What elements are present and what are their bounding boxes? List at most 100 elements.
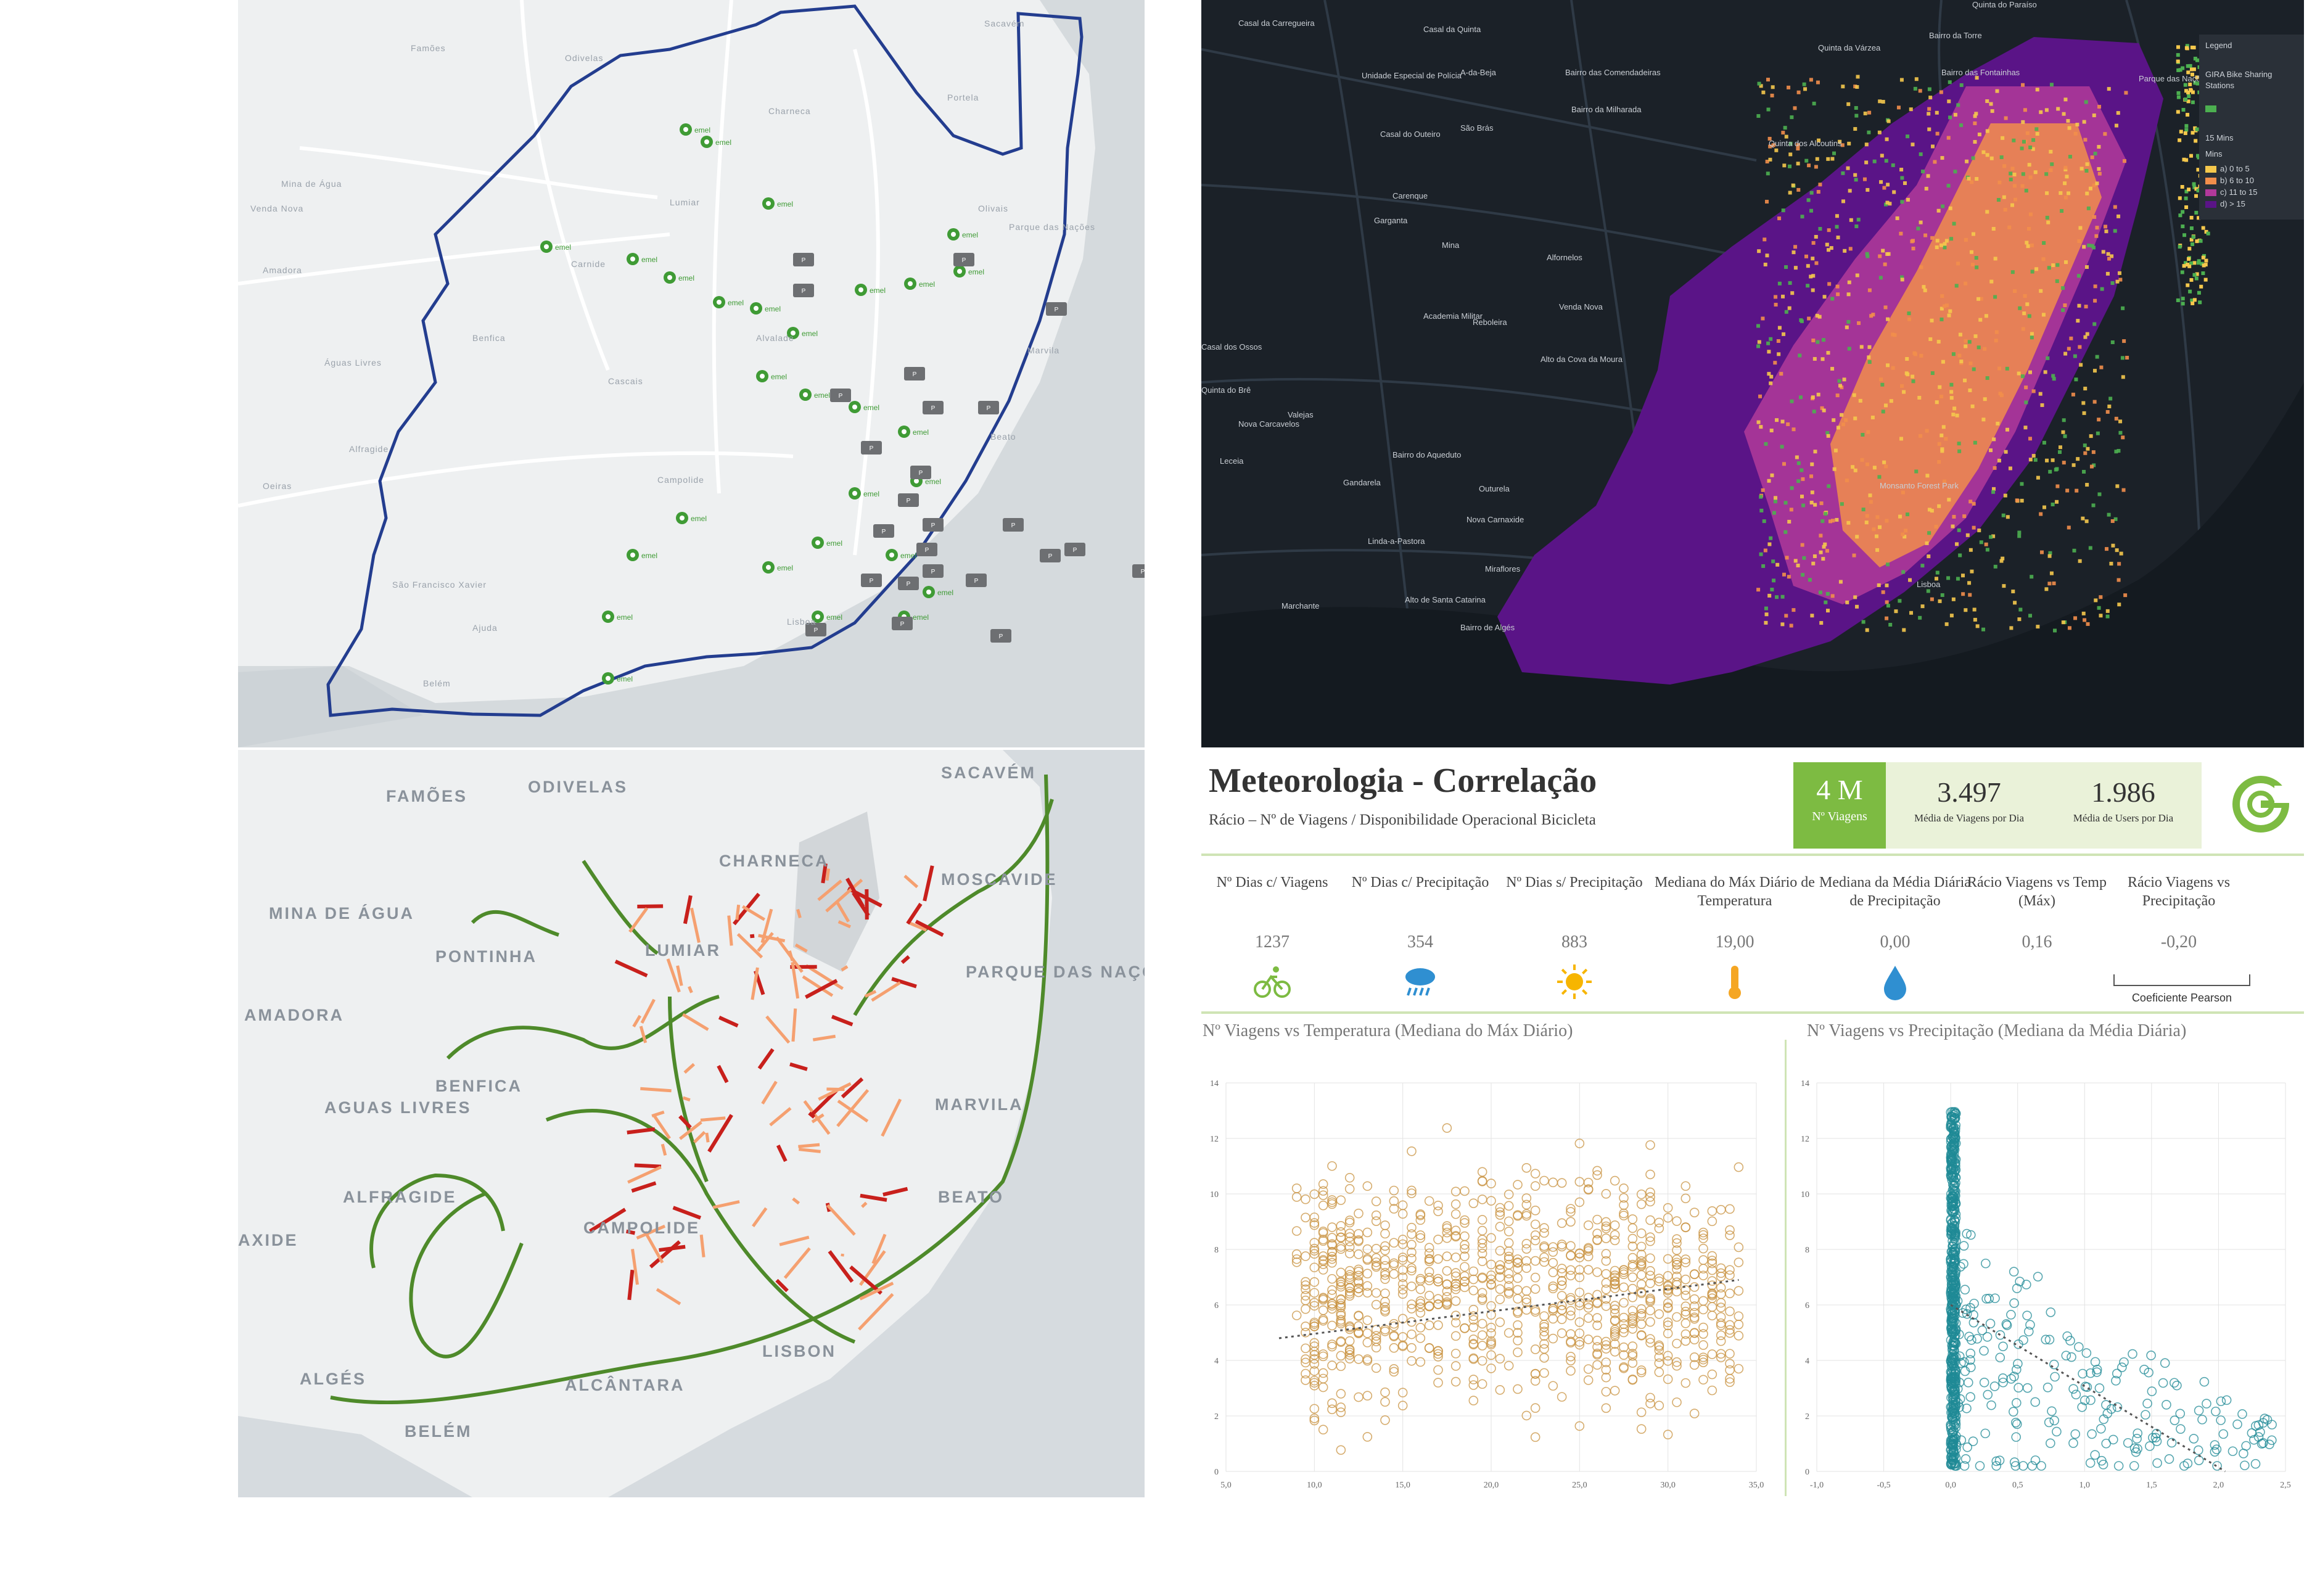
station-brand: emel xyxy=(814,391,830,400)
parking-marker[interactable]: P xyxy=(1064,543,1085,556)
isochrone-dot xyxy=(2013,601,2017,605)
bike-station-marker[interactable]: emel xyxy=(812,611,842,623)
parking-marker[interactable]: P xyxy=(1040,549,1061,562)
parking-marker[interactable]: P xyxy=(990,629,1011,643)
isochrone-dot xyxy=(2066,119,2070,123)
parking-marker[interactable]: P xyxy=(923,564,944,578)
bike-station-marker[interactable]: emel xyxy=(904,278,935,290)
parking-marker[interactable]: P xyxy=(978,401,999,414)
station-map-canvas[interactable]: emel emel emel emel emel emel emel emel emel emel… xyxy=(238,0,1145,747)
isochrone-dot xyxy=(1783,530,1788,534)
bike-station-marker[interactable]: emel xyxy=(953,265,984,278)
bike-station-marker[interactable]: emel xyxy=(602,611,633,623)
parking-marker[interactable]: P xyxy=(953,253,974,266)
parking-marker[interactable]: P xyxy=(861,574,882,587)
scatter-point xyxy=(1309,1220,1320,1230)
parking-marker[interactable]: P xyxy=(830,389,851,402)
scatter-point xyxy=(2010,1417,2021,1428)
isochrone-dot xyxy=(2030,269,2034,274)
bike-station-marker[interactable]: emel xyxy=(947,228,978,241)
bike-station-marker[interactable]: emel xyxy=(849,401,879,413)
bike-station-marker[interactable]: emel xyxy=(849,487,879,500)
parking-marker[interactable]: P xyxy=(898,493,919,507)
scatter-point xyxy=(1672,1245,1682,1255)
scatter-point xyxy=(1380,1241,1390,1251)
bike-station-marker[interactable]: emel xyxy=(627,253,657,265)
bike-station-marker[interactable]: emel xyxy=(787,327,818,339)
scatter-point xyxy=(1513,1285,1523,1295)
scatter-point xyxy=(1734,1257,1744,1267)
bike-station-marker[interactable]: emel xyxy=(676,512,707,524)
station-map-panel[interactable]: emel emel emel emel emel emel emel emel emel emel… xyxy=(238,0,1145,747)
isochrone-dot xyxy=(2085,483,2089,487)
isochrone-dot xyxy=(2058,450,2062,455)
isochrone-dot xyxy=(1952,221,1956,226)
isochrone-dot xyxy=(2031,454,2036,458)
bike-station-marker[interactable]: emel xyxy=(701,136,731,148)
bike-station-marker[interactable]: emel xyxy=(664,271,694,284)
isochrone-dot xyxy=(2042,241,2046,245)
bike-station-marker[interactable]: emel xyxy=(855,284,886,296)
parking-marker[interactable]: P xyxy=(861,441,882,455)
bike-station-marker[interactable]: emel xyxy=(602,672,633,685)
bike-station-marker[interactable]: emel xyxy=(750,302,781,315)
isochrone-dot xyxy=(2190,100,2195,104)
scatter-point xyxy=(1592,1320,1602,1330)
isochrone-dot xyxy=(1796,147,1800,151)
isochrone-dot xyxy=(2022,311,2026,316)
map-label: Olivais xyxy=(978,204,1009,213)
scatter-point xyxy=(1460,1277,1470,1286)
metric-header: Mediana da Média Diária de Precipitação xyxy=(1819,874,1971,909)
scatter-point xyxy=(1949,1379,1959,1389)
scatter-point xyxy=(1995,1352,2005,1363)
scatter-point xyxy=(1645,1392,1655,1403)
scatter-point xyxy=(1336,1402,1346,1412)
bike-station-marker[interactable]: emel xyxy=(923,586,953,598)
scatter-point xyxy=(1627,1283,1638,1294)
parking-marker[interactable]: P xyxy=(793,284,814,297)
bike-station-marker[interactable]: emel xyxy=(627,549,657,561)
station-markers[interactable]: emel emel emel emel emel emel emel emel emel emel… xyxy=(540,123,1145,685)
bike-station-marker[interactable]: emel xyxy=(762,561,793,574)
parking-marker[interactable]: P xyxy=(923,518,944,532)
isochrone-dot xyxy=(1870,415,1875,419)
parking-marker[interactable]: P xyxy=(923,401,944,414)
isochrone-dot xyxy=(2028,437,2033,441)
bike-station-marker[interactable]: emel xyxy=(713,296,744,308)
isochrone-map-panel[interactable]: Casal da Carregueira Casal da Quinta A-da-… xyxy=(1201,0,2304,747)
bike-lane-map-canvas[interactable] xyxy=(238,750,1145,1497)
bike-lane-map-panel[interactable]: FAMÕES ODIVELAS SACAVÉM CHARNECA MOSCAVIDE MI… xyxy=(238,750,1145,1497)
isochrone-dot xyxy=(1801,573,1805,577)
parking-marker[interactable]: P xyxy=(904,367,925,380)
bike-station-marker[interactable]: emel xyxy=(680,123,710,136)
scatter-point xyxy=(2112,1368,2122,1379)
isochrone-dot xyxy=(2025,302,2030,306)
scatter-point xyxy=(2068,1384,2078,1394)
parking-label: P xyxy=(931,569,936,575)
bike-station-marker[interactable]: emel xyxy=(756,370,787,382)
parking-marker[interactable]: P xyxy=(892,617,913,630)
parking-marker[interactable]: P xyxy=(793,253,814,266)
parking-marker[interactable]: P xyxy=(898,577,919,590)
isochrone-dot xyxy=(1975,76,1979,80)
parking-marker[interactable]: P xyxy=(1046,302,1067,316)
isochrone-dot xyxy=(1920,604,1925,609)
parking-marker[interactable]: P xyxy=(910,466,931,479)
bike-station-marker[interactable]: emel xyxy=(762,197,793,210)
isochrone-dot xyxy=(1766,341,1771,345)
bike-station-marker[interactable]: emel xyxy=(540,241,571,253)
parking-label: P xyxy=(839,393,843,400)
parking-marker[interactable]: P xyxy=(916,543,937,556)
parking-marker[interactable]: P xyxy=(966,574,987,587)
bike-station-marker[interactable]: emel xyxy=(886,549,916,561)
isochrone-dot xyxy=(1780,594,1785,599)
parking-marker[interactable]: P xyxy=(873,524,894,538)
bike-station-marker[interactable]: emel xyxy=(812,537,842,549)
parking-marker[interactable]: P xyxy=(805,623,826,636)
bike-station-marker[interactable]: emel xyxy=(898,426,929,438)
bike-station-marker[interactable]: emel xyxy=(799,389,830,401)
parking-marker[interactable]: P xyxy=(1132,564,1145,578)
isochrone-map-canvas[interactable] xyxy=(1201,0,2304,747)
parking-marker[interactable]: P xyxy=(1003,518,1024,532)
scatter-point xyxy=(1397,1285,1408,1294)
